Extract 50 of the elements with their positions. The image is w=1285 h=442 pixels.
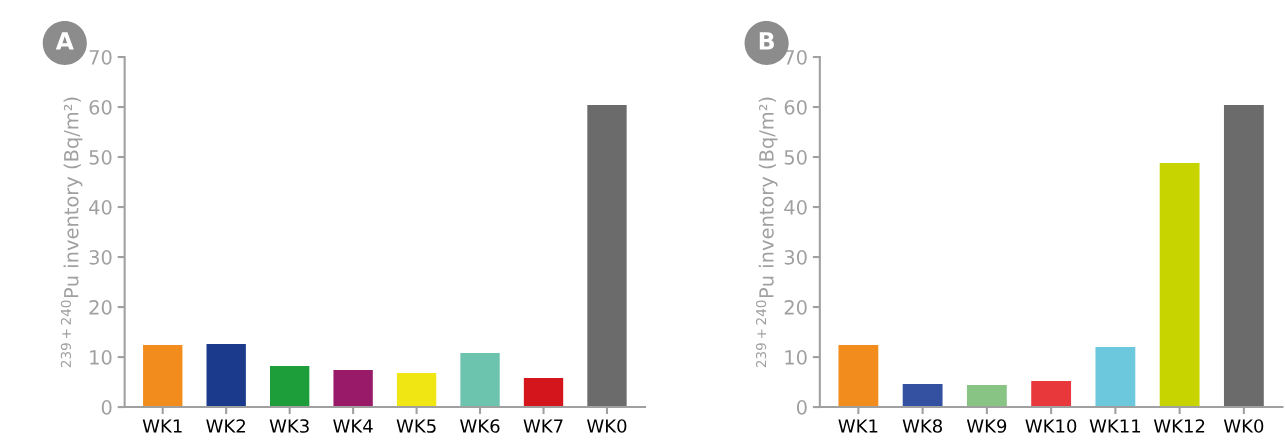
y-tick-label: 40 — [89, 200, 112, 215]
y-tick-label: 20 — [784, 300, 807, 315]
x-tick-label: WK5 — [396, 419, 436, 433]
bar — [1031, 381, 1072, 408]
x-tick-label: WK11 — [1089, 419, 1141, 433]
x-tick-label: WK8 — [902, 419, 942, 433]
y-tick-label: 60 — [89, 99, 112, 115]
bar — [1095, 347, 1136, 408]
bar — [1223, 105, 1264, 408]
x-tick-label: WK1 — [142, 419, 182, 433]
bar — [587, 105, 627, 408]
bar — [333, 370, 373, 408]
y-tick-label: 30 — [784, 250, 807, 265]
x-tick-label: WK1 — [838, 419, 878, 433]
y-tick-label: 70 — [784, 49, 807, 65]
x-tick-label: WK4 — [333, 419, 373, 433]
x-tick-label: WK10 — [1025, 419, 1077, 433]
bar — [460, 353, 500, 408]
y-tick-label: 50 — [784, 149, 807, 165]
x-tick-label: WK0 — [1223, 419, 1264, 433]
chart-title: A — [55, 32, 74, 50]
bar — [143, 345, 183, 408]
y-tick-label: 50 — [89, 149, 112, 165]
y-tick-label: 10 — [785, 350, 807, 365]
x-tick-label: WK9 — [966, 419, 1007, 433]
y-tick-label: 70 — [89, 49, 112, 65]
x-tick-label: WK12 — [1153, 419, 1205, 433]
bar — [838, 345, 879, 408]
y-axis-title: $^{239+240}$Pu inventory (Bq/m²) — [60, 97, 83, 368]
y-tick-label: 30 — [89, 250, 112, 265]
x-tick-label: WK2 — [206, 419, 245, 433]
x-tick-label: WK3 — [269, 419, 309, 433]
x-tick-label: WK0 — [587, 419, 627, 433]
bar — [1159, 163, 1200, 408]
bar — [269, 366, 310, 408]
x-tick-label: WK7 — [523, 419, 563, 433]
bar — [902, 384, 943, 408]
y-tick-label: 0 — [796, 400, 807, 415]
y-tick-label: 0 — [101, 400, 112, 415]
bar — [206, 344, 246, 408]
bar — [396, 373, 437, 408]
chart-title: B — [759, 32, 774, 50]
y-axis-title: $^{239+240}$Pu inventory (Bq/m²) — [755, 97, 778, 368]
x-tick-label: WK6 — [460, 419, 500, 433]
y-tick-label: 60 — [784, 99, 807, 115]
y-tick-label: 20 — [89, 300, 112, 315]
bar — [966, 385, 1007, 408]
bar — [523, 378, 564, 408]
y-tick-label: 40 — [784, 200, 807, 215]
y-tick-label: 10 — [90, 350, 112, 365]
